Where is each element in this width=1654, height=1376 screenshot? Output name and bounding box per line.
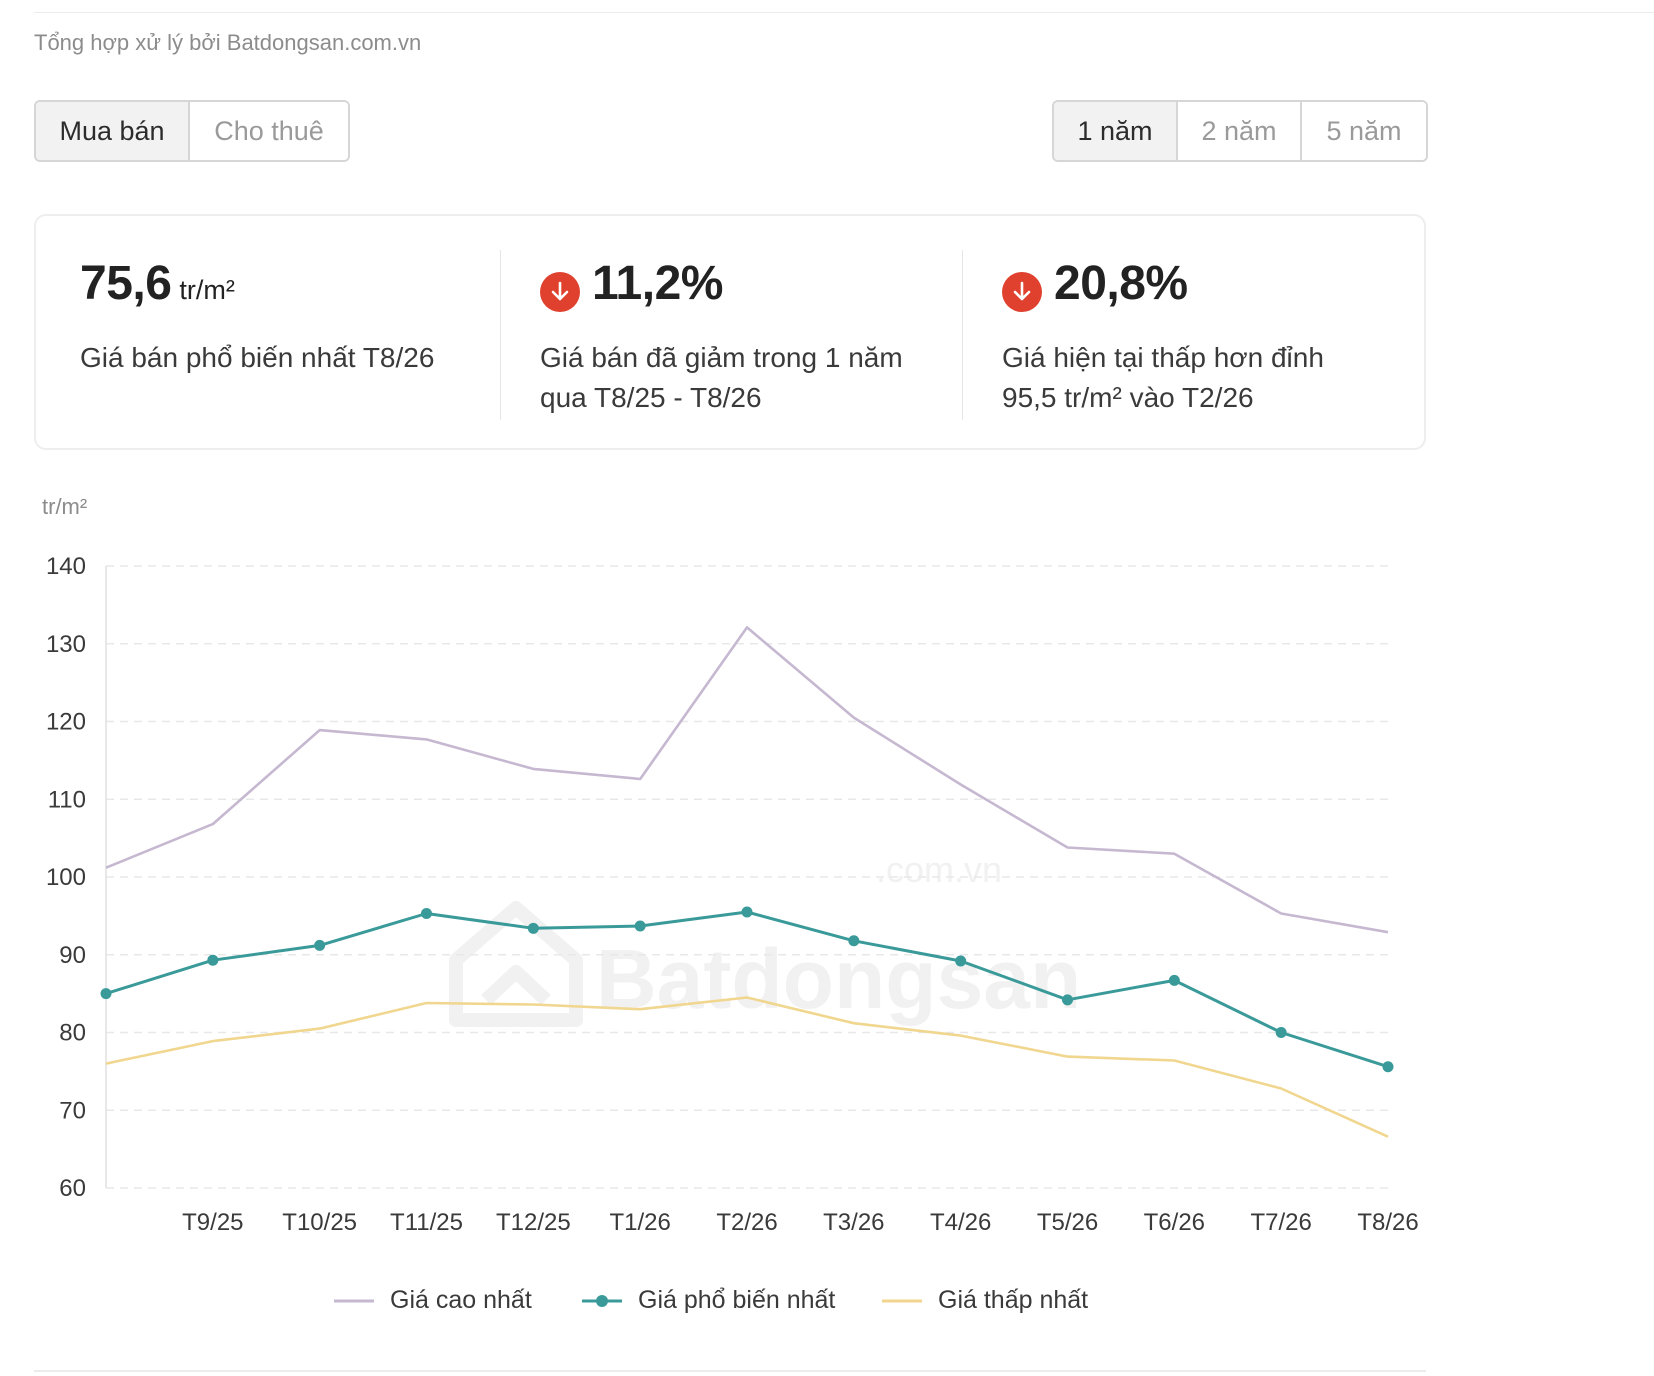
y-tick-label: 100 <box>46 864 86 891</box>
arrow-down-icon <box>1002 272 1042 312</box>
data-point-common <box>848 935 860 947</box>
x-tick-label: T11/25 <box>390 1209 463 1236</box>
x-tick-label: T4/26 <box>930 1209 991 1236</box>
x-tick-label: T3/26 <box>823 1209 884 1236</box>
data-point-common <box>314 939 326 951</box>
series-line-high <box>105 626 1389 934</box>
stat-description: Giá bán đã giảm trong 1 năm qua T8/25 - … <box>540 338 940 418</box>
x-tick-label: T12/25 <box>496 1209 571 1236</box>
data-point-common <box>1168 974 1180 986</box>
legend-item-low[interactable]: Giá thấp nhất <box>880 1286 1088 1315</box>
y-tick-label: 110 <box>48 786 86 813</box>
data-point-common <box>1275 1027 1287 1038</box>
legend-label: Giá cao nhất <box>390 1286 532 1314</box>
top-divider <box>34 12 1654 13</box>
legend-item-high[interactable]: Giá cao nhất <box>332 1286 532 1315</box>
tab-5-years[interactable]: 5 năm <box>1302 102 1426 160</box>
data-point-common <box>741 906 753 918</box>
y-tick-label: 90 <box>59 942 86 969</box>
legend-line-low <box>882 1299 922 1302</box>
x-tick-label: T2/26 <box>716 1209 777 1236</box>
x-tick-label: T9/25 <box>182 1209 243 1236</box>
price-chart: Batdongsan .com.vn tr/m² 60 70 80 90 100 110 120 1… <box>42 494 1419 1236</box>
legend-line-high <box>334 1299 374 1302</box>
stat-description: Giá hiện tại thấp hơn đỉnh 95,5 tr/m² và… <box>1002 338 1402 418</box>
tab-1-year[interactable]: 1 năm <box>1054 102 1178 160</box>
stat-divider <box>500 250 501 420</box>
bottom-divider <box>34 1370 1426 1372</box>
legend-line-common <box>582 1294 622 1307</box>
tab-2-years[interactable]: 2 năm <box>1178 102 1302 160</box>
watermark-logo: Batdongsan .com.vn <box>449 849 1081 1027</box>
tab-mua-ban[interactable]: Mua bán <box>36 102 190 160</box>
data-point-common <box>421 908 432 920</box>
stat-desc-line: Giá bán đã giảm trong 1 năm <box>540 342 903 373</box>
y-tick-label: 120 <box>46 709 86 736</box>
stat-desc-line: qua T8/25 - T8/26 <box>540 382 762 413</box>
data-point-common <box>1382 1061 1394 1073</box>
x-tick-label: T1/26 <box>609 1209 670 1236</box>
watermark-brand-text: Batdongsan <box>596 932 1081 1026</box>
source-note: Tổng hợp xử lý bởi Batdongsan.com.vn <box>34 30 422 55</box>
stat-unit: tr/m² <box>179 275 235 305</box>
legend-item-common[interactable]: Giá phổ biến nhất <box>580 1286 835 1315</box>
y-tick-label: 60 <box>59 1175 86 1202</box>
data-point-common <box>207 954 219 966</box>
stat-value: 20,8% <box>1054 257 1188 310</box>
chart-legend: Giá cao nhất Giá phổ biến nhất Giá thấp … <box>0 1286 1654 1322</box>
arrow-down-icon <box>540 272 580 312</box>
y-tick-label: 80 <box>59 1020 86 1047</box>
series-line-low <box>105 996 1389 1138</box>
y-tick-label: 140 <box>46 553 86 580</box>
watermark-suffix-text: .com.vn <box>876 849 1002 890</box>
x-tick-label: T8/26 <box>1357 1209 1418 1236</box>
stat-value: 11,2% <box>592 257 723 310</box>
period-toggle: 1 năm 2 năm 5 năm <box>1052 100 1428 162</box>
x-tick-label: T5/26 <box>1037 1209 1098 1236</box>
watermark-house-icon <box>449 901 583 1027</box>
stats-panel: 75,6 tr/m² Giá bán phổ biến nhất T8/26 1… <box>34 214 1426 450</box>
stat-value: 75,6 <box>80 257 172 310</box>
legend-label: Giá phổ biến nhất <box>638 1286 836 1314</box>
y-tick-label: 70 <box>59 1097 86 1124</box>
stat-desc-line: 95,5 tr/m² vào T2/26 <box>1002 382 1254 413</box>
data-point-common <box>527 922 539 934</box>
x-tick-label: T7/26 <box>1250 1209 1311 1236</box>
stat-desc-line: Giá bán phổ biến nhất T8/26 <box>80 342 435 373</box>
tab-cho-thue[interactable]: Cho thuê <box>190 102 348 160</box>
y-axis-label: tr/m² <box>42 494 87 519</box>
x-tick-label: T6/26 <box>1144 1209 1205 1236</box>
listing-type-toggle: Mua bán Cho thuê <box>34 100 350 162</box>
stat-desc-line: Giá hiện tại thấp hơn đỉnh <box>1002 342 1324 373</box>
y-tick-label: 130 <box>46 631 86 658</box>
stat-description: Giá bán phổ biến nhất T8/26 <box>80 338 480 378</box>
x-tick-label: T10/25 <box>282 1209 357 1236</box>
stat-divider <box>962 250 963 420</box>
data-point-common <box>634 920 646 932</box>
legend-label: Giá thấp nhất <box>938 1286 1089 1314</box>
data-point-common <box>100 988 112 1000</box>
data-point-common <box>1062 994 1073 1006</box>
data-point-common <box>955 955 967 967</box>
